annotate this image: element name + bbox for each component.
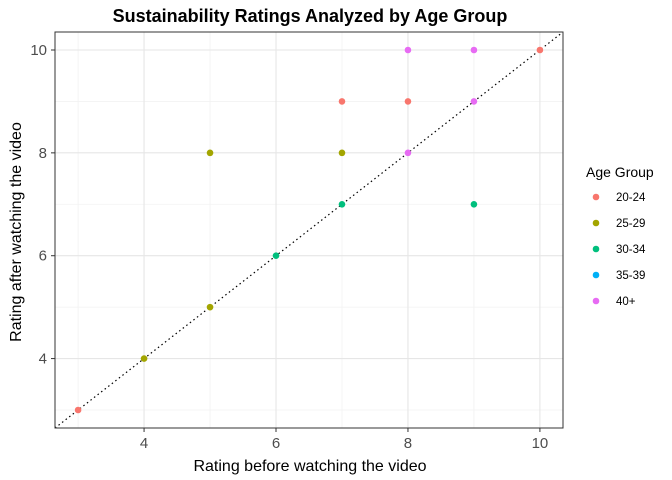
y-tick-label: 4 xyxy=(39,351,47,368)
legend-label-20-24: 20-24 xyxy=(616,192,646,204)
reference-line xyxy=(54,31,564,429)
grid-major xyxy=(55,32,563,428)
plot-panel-border xyxy=(54,31,564,429)
legend-title: Age Group xyxy=(586,164,654,180)
point-25-29 xyxy=(206,149,214,157)
point-40+ xyxy=(404,149,412,157)
legend-label-40+: 40+ xyxy=(616,296,636,308)
point-25-29 xyxy=(206,303,214,311)
legend-label-35-39: 35-39 xyxy=(616,270,645,282)
y-tick-label: 8 xyxy=(39,145,47,162)
legend-key-20-24 xyxy=(592,193,600,201)
point-25-29 xyxy=(338,149,346,157)
legend-key-30-34 xyxy=(592,245,600,253)
point-20-24 xyxy=(536,46,544,54)
legend-items: 20-24 25-29 30-34 35-39 40+ xyxy=(592,192,646,308)
point-40+ xyxy=(404,46,412,54)
y-axis-title: Rating after watching the video xyxy=(8,122,25,342)
point-40+ xyxy=(470,46,478,54)
point-25-29 xyxy=(140,355,148,362)
legend-key-35-39 xyxy=(592,271,600,279)
chart-title: Sustainability Ratings Analyzed by Age G… xyxy=(113,6,508,26)
x-axis-ticks: 4 6 8 10 xyxy=(140,428,548,452)
y-tick-label: 6 xyxy=(39,248,47,265)
y-axis-ticks: 4 6 8 10 xyxy=(30,42,55,368)
y-tick-label: 10 xyxy=(30,42,47,59)
point-20-24 xyxy=(404,98,412,105)
legend-label-25-29: 25-29 xyxy=(616,218,645,230)
data-points xyxy=(74,46,544,414)
identity-line xyxy=(54,31,564,429)
point-30-34 xyxy=(338,200,346,208)
legend-key-40+ xyxy=(592,297,600,305)
point-30-34 xyxy=(272,252,280,260)
point-40+ xyxy=(470,98,478,105)
point-20-24 xyxy=(338,98,346,105)
point-30-34 xyxy=(470,200,478,208)
point-20-24 xyxy=(74,406,82,414)
grid-minor xyxy=(55,32,563,428)
x-tick-label: 6 xyxy=(272,435,280,452)
x-tick-label: 8 xyxy=(404,435,412,452)
x-axis-title: Rating before watching the video xyxy=(193,458,426,475)
legend-label-30-34: 30-34 xyxy=(616,244,646,256)
legend-key-25-29 xyxy=(592,219,600,227)
legend: Age Group 20-24 25-29 30-34 35-39 40+ xyxy=(586,164,654,308)
x-tick-label: 10 xyxy=(532,435,549,452)
x-tick-label: 4 xyxy=(140,435,148,452)
